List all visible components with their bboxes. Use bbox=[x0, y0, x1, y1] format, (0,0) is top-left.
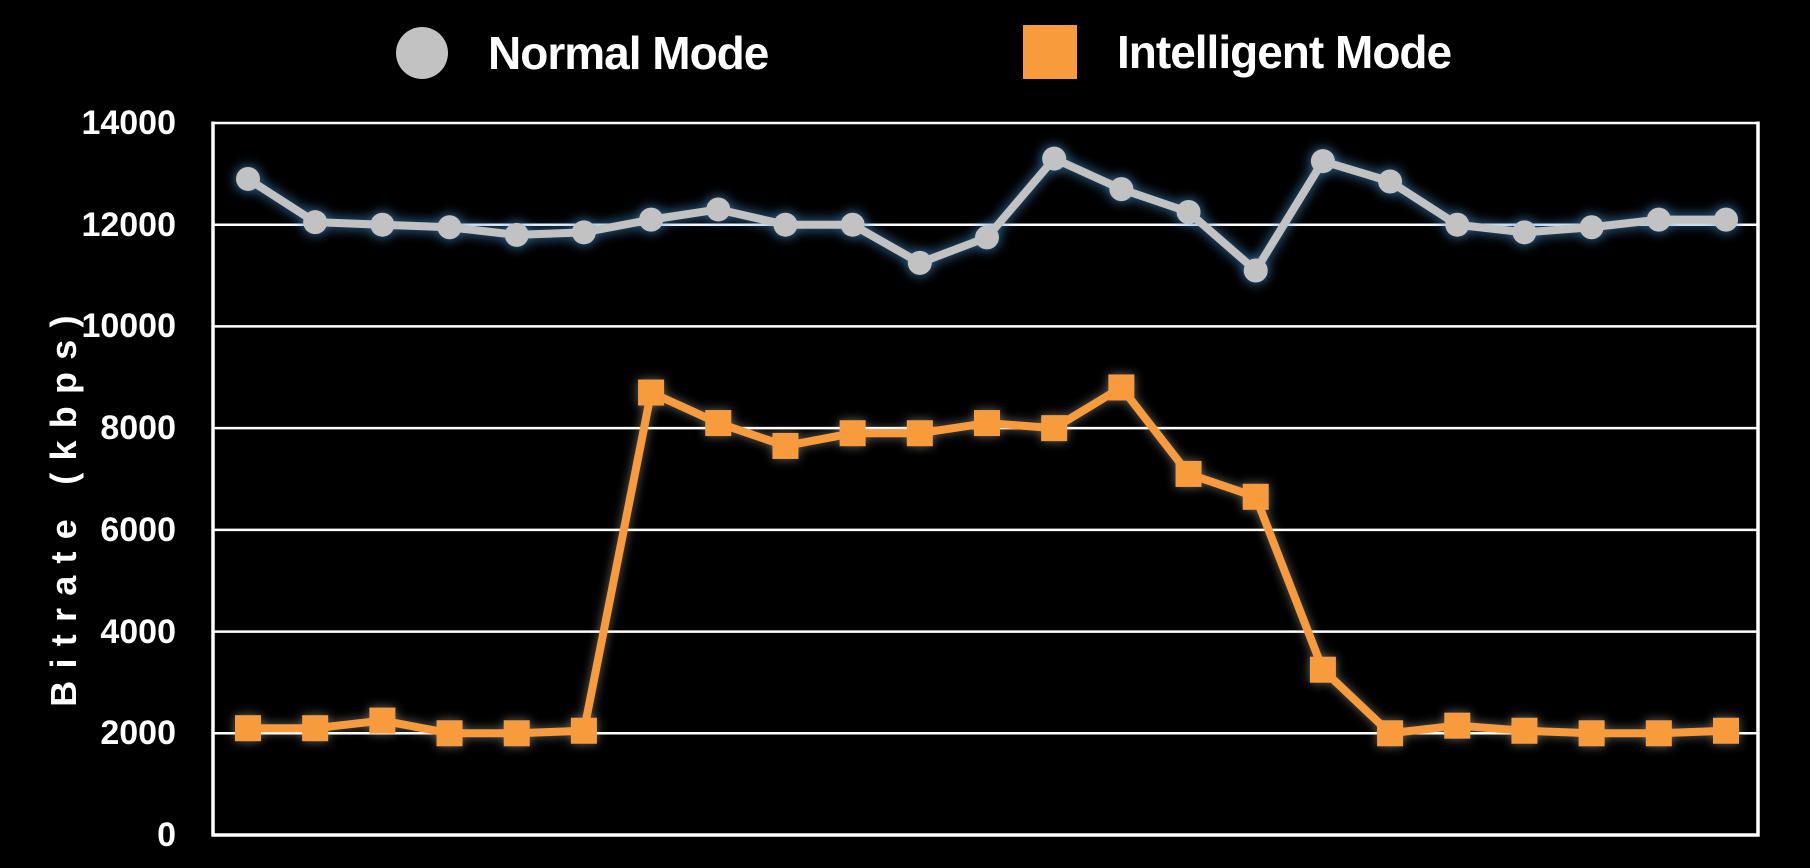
data-point-marker bbox=[436, 720, 463, 747]
data-point-marker bbox=[369, 707, 396, 734]
data-point-marker bbox=[974, 410, 1000, 437]
data-point-marker bbox=[840, 212, 865, 237]
y-tick-label: 4000 bbox=[100, 612, 176, 651]
data-point-marker bbox=[302, 715, 329, 742]
data-point-marker bbox=[975, 225, 999, 250]
data-point-marker bbox=[235, 715, 261, 742]
data-point-marker bbox=[639, 207, 664, 232]
intelligent-mode-square-marker-icon bbox=[1023, 25, 1077, 79]
data-point-marker bbox=[370, 212, 395, 237]
intelligent-mode-series bbox=[235, 374, 1739, 747]
data-point-marker bbox=[1310, 149, 1335, 174]
y-tick-label: 10000 bbox=[81, 307, 176, 346]
data-point-marker bbox=[1579, 215, 1604, 240]
data-point-marker bbox=[1378, 169, 1403, 194]
data-point-marker bbox=[839, 420, 866, 447]
y-tick-label: 12000 bbox=[81, 205, 176, 244]
y-tick-label: 0 bbox=[157, 816, 176, 854]
data-point-marker bbox=[1645, 720, 1672, 747]
data-point-marker bbox=[1511, 717, 1538, 744]
data-point-marker bbox=[706, 197, 731, 222]
y-tick-label: 14000 bbox=[81, 104, 176, 142]
data-point-marker bbox=[1512, 220, 1537, 245]
data-point-marker bbox=[705, 410, 732, 437]
data-point-marker bbox=[1377, 720, 1404, 747]
data-point-marker bbox=[1108, 374, 1135, 401]
data-point-marker bbox=[570, 717, 597, 744]
data-point-marker bbox=[437, 215, 462, 240]
data-point-marker bbox=[1309, 656, 1336, 683]
data-point-marker bbox=[1714, 207, 1738, 232]
data-point-marker bbox=[1444, 712, 1471, 739]
data-point-marker bbox=[772, 432, 799, 459]
data-point-marker bbox=[1109, 177, 1134, 202]
data-point-marker bbox=[303, 210, 328, 235]
legend-label-normal-mode: Normal Mode bbox=[488, 27, 769, 79]
y-tick-label: 6000 bbox=[100, 510, 176, 549]
data-point-marker bbox=[1176, 200, 1201, 224]
data-point-marker bbox=[907, 250, 932, 275]
y-tick-label: 2000 bbox=[100, 714, 176, 753]
data-point-marker bbox=[236, 166, 260, 191]
data-point-marker bbox=[1242, 483, 1269, 510]
legend-item-normal-mode: Normal Mode bbox=[396, 26, 769, 80]
data-point-marker bbox=[638, 379, 665, 406]
series-layer bbox=[235, 146, 1739, 747]
data-point-marker bbox=[1041, 415, 1068, 442]
data-point-marker bbox=[1578, 720, 1605, 747]
data-point-marker bbox=[1445, 212, 1470, 237]
data-point-marker bbox=[1042, 146, 1067, 171]
data-point-marker bbox=[504, 222, 529, 247]
normal-mode-circle-marker-icon bbox=[396, 27, 448, 79]
data-point-marker bbox=[571, 220, 596, 245]
data-point-marker bbox=[1243, 258, 1268, 283]
normal-mode-series bbox=[236, 146, 1738, 283]
legend-item-intelligent-mode: Intelligent Mode bbox=[1023, 25, 1452, 79]
legend-label-intelligent-mode: Intelligent Mode bbox=[1117, 26, 1452, 78]
data-point-marker bbox=[773, 212, 798, 237]
data-point-marker bbox=[1175, 460, 1202, 487]
data-point-marker bbox=[1646, 207, 1671, 232]
data-point-marker bbox=[1713, 717, 1739, 744]
data-point-marker bbox=[906, 420, 933, 447]
plot-border bbox=[211, 121, 1760, 837]
y-tick-label: 8000 bbox=[100, 409, 176, 448]
data-point-marker bbox=[503, 720, 530, 747]
